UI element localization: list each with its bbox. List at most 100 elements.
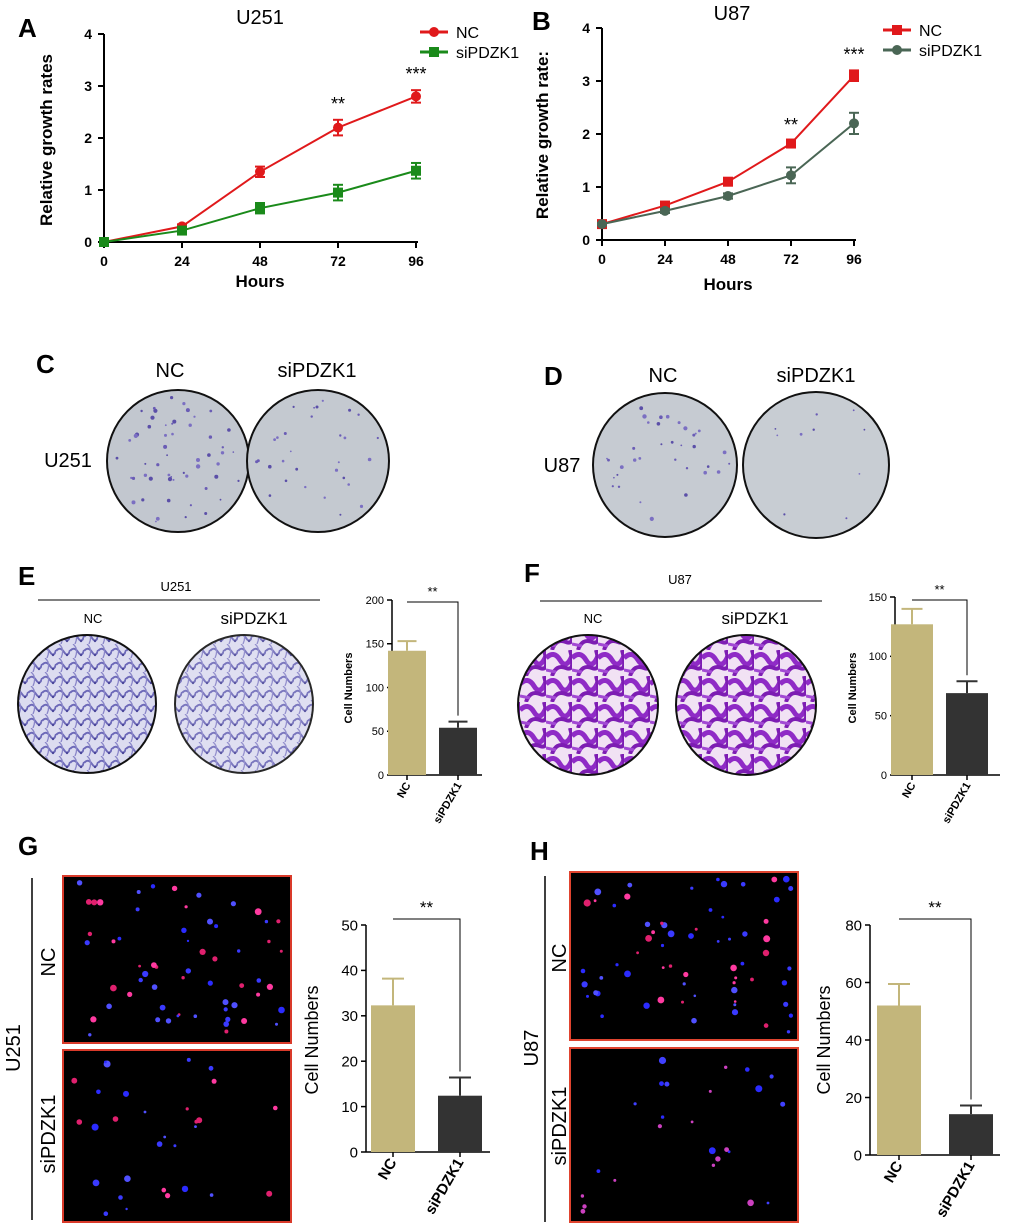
nucleus [224,1029,229,1034]
col-label-sipdzk1: siPDZK1 [721,609,788,628]
colony-dot [812,428,815,431]
nucleus [143,1110,147,1114]
chart-title: U87 [714,3,751,25]
y-tick-label: 3 [84,78,92,94]
nucleus [694,927,698,931]
significance-marker: ** [427,584,437,599]
fluor-image-nc [62,875,292,1044]
nucleus [222,999,229,1006]
significance-marker: *** [843,44,864,64]
nucleus [138,964,142,968]
transwell-dish-nc [17,634,157,774]
nucleus [724,1065,728,1070]
nucleus [720,880,728,888]
colony-dot [256,459,260,463]
colony-dot [221,446,224,449]
panel-letter-b: B [532,6,551,36]
y-tick-label: 100 [869,651,887,663]
colony-dot [684,493,688,497]
y-tick-label: 4 [84,26,92,42]
colony-dot [639,406,644,411]
data-point [411,165,421,176]
significance-marker: ** [784,115,798,135]
colony-dot [647,421,650,424]
nucleus [214,924,219,929]
nucleus [186,1057,191,1062]
significance-bracket [899,918,972,1100]
bar-nc [877,1005,921,1155]
nucleus [266,1190,273,1197]
nucleus [209,1193,214,1197]
nucleus [186,939,190,943]
colony-dot [683,426,688,431]
nucleus [661,966,665,969]
nucleus [644,921,651,927]
y-tick-label: 80 [845,917,862,934]
y-axis-label: Cell Numbers [343,653,355,724]
colony-dot [367,457,372,462]
colony-dot [343,436,347,440]
nucleus [150,884,156,889]
nucleus [165,1193,171,1199]
nucleus [230,901,236,907]
panel-f-title: U87 [668,572,692,587]
nucleus [211,1078,217,1084]
x-tick-label: 48 [720,251,736,267]
colony-dot [283,432,287,435]
significance-bracket [393,918,461,1072]
colony-dot [276,436,279,439]
colony-dot [163,444,168,449]
row-label-u87: U87 [544,455,581,477]
panel-letter-e: E [18,561,35,591]
nucleus [71,1077,78,1084]
nucleus [123,1090,129,1097]
colony-dot [141,498,145,502]
y-tick-label: 30 [341,1008,358,1025]
row-label-sipdzk1: siPDZK1 [549,1087,571,1166]
panel-e-title: U251 [160,579,191,594]
y-tick-label: 10 [341,1099,358,1116]
data-point [786,138,796,149]
x-tick-label: 72 [330,253,346,269]
colony-dot [182,402,186,406]
nucleus [267,939,271,944]
chart-e-cell-numbers-u251: 0 50 100 150 200 Cell Numbers NC siPDZK1 ** [343,584,482,826]
colony-dot [171,432,174,436]
nucleus [691,1017,697,1024]
nucleus [731,986,738,994]
nucleus [580,1208,586,1214]
colony-dot [348,408,352,412]
nucleus [708,908,713,912]
colony-dot [706,465,710,468]
colony-dot [207,453,211,457]
fluor-image-sipdzk1 [569,1047,799,1223]
colony-dot [716,470,721,474]
x-tick-label: NC [375,1155,401,1182]
bar-sipdzk1 [439,727,477,775]
y-tick-label: 60 [845,975,862,992]
nucleus [208,1065,214,1071]
nucleus [118,1195,123,1200]
colony-dot [852,409,855,412]
nucleus [693,994,697,998]
nucleus [763,935,771,943]
x-tick-label: siPDZK1 [933,1159,979,1221]
colony-dot [130,476,133,480]
bar-nc [891,624,933,775]
colony-dots-sipdzk1 [774,409,866,520]
colony-dot [209,409,213,413]
significance-bracket [407,601,459,716]
transwell-dish-nc [517,634,659,776]
colony-dots-sipdzk1 [255,399,379,516]
colony-dot [337,461,340,464]
data-point [786,170,796,181]
nucleus [582,1204,587,1209]
x-tick-label: 24 [174,253,190,269]
colony-dot [611,485,614,488]
colony-dot [776,434,779,437]
nucleus [615,963,619,967]
nucleus [241,1018,248,1024]
colony-dot [155,516,160,521]
nucleus [755,1085,763,1093]
